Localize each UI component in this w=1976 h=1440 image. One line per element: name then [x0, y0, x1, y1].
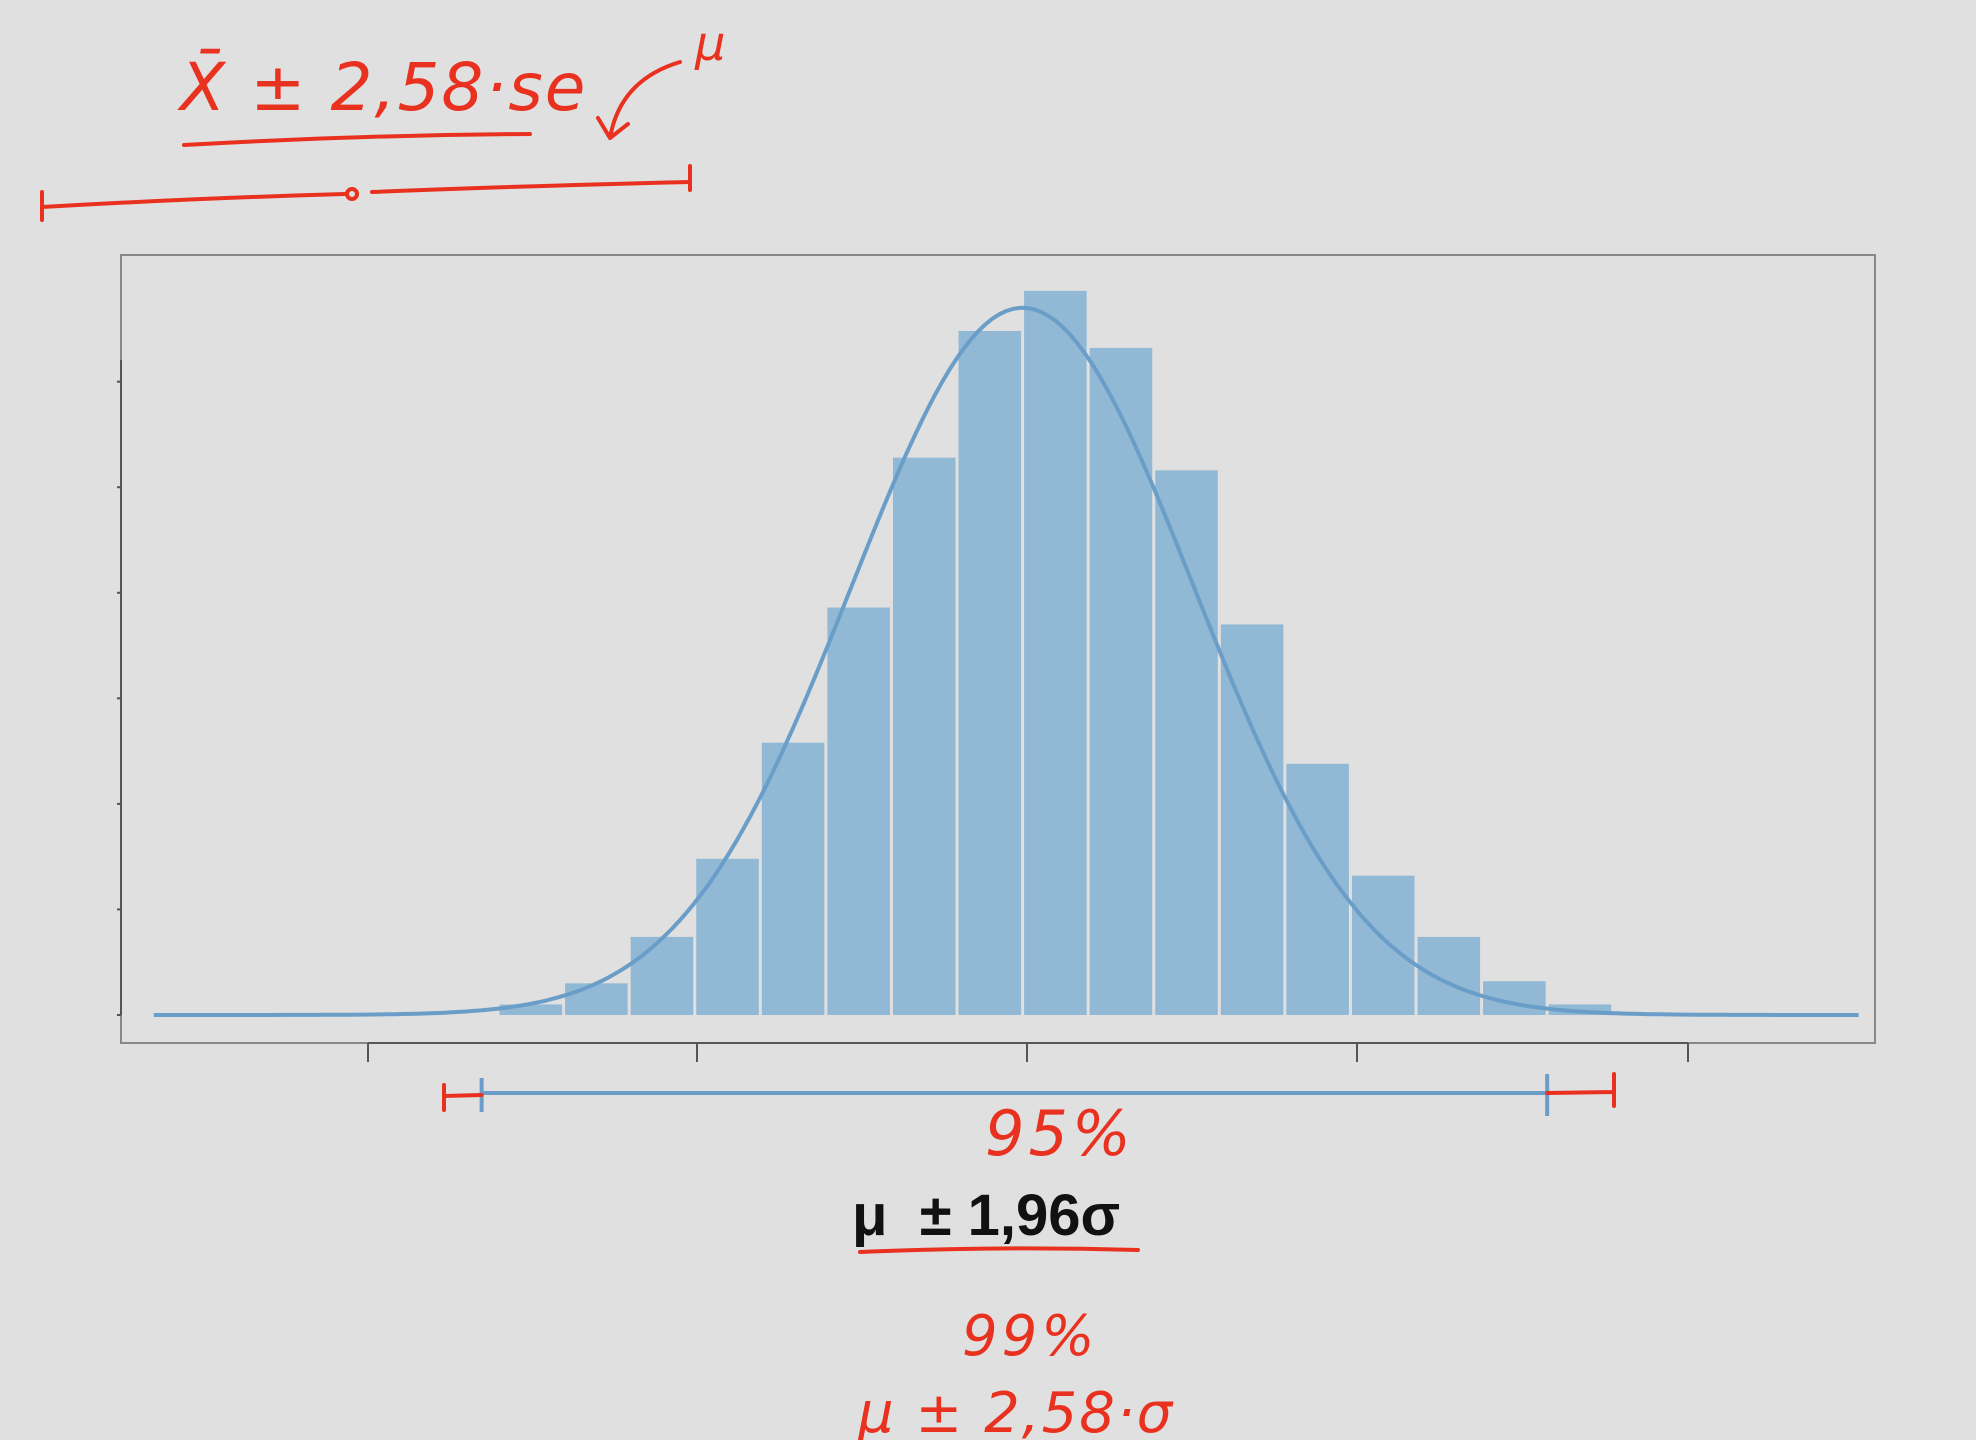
histogram-bar-2 — [565, 983, 628, 1015]
histogram-bar-6 — [827, 607, 890, 1015]
curved-arrow-icon — [596, 60, 682, 140]
sample-interval-sketch — [40, 164, 692, 222]
bottom-formula: μ ± 2,58·σ — [857, 1381, 1174, 1440]
histogram-bar-11 — [1155, 470, 1218, 1015]
histogram-bar-15 — [1417, 936, 1481, 1015]
histogram-bar-10 — [1089, 347, 1153, 1015]
histogram-bar-14 — [1351, 875, 1415, 1015]
main-formula-underline — [858, 1246, 1140, 1254]
histogram-bar-3 — [630, 936, 694, 1015]
pct-95-label: 95% — [985, 1097, 1135, 1170]
histogram-bar-12 — [1220, 624, 1284, 1015]
interval-99-right-extension — [1545, 1072, 1616, 1108]
top-mu-label: μ — [694, 16, 726, 72]
density-curve — [153, 305, 1859, 1017]
interval-bracket — [442, 1072, 1616, 1116]
top-annotation: X̄ ± 2,58·se μ — [40, 16, 726, 222]
histogram-bar-5 — [761, 742, 825, 1015]
interval-99-left-extension — [442, 1083, 484, 1112]
histogram-bars — [499, 290, 1612, 1016]
main-formula: μ ± 1,96σ — [852, 1183, 1120, 1248]
histogram-bar-8 — [958, 331, 1022, 1015]
pct-99-label: 99% — [962, 1304, 1098, 1369]
x-axis-ticks — [367, 1043, 1689, 1062]
top-formula: X̄ ± 2,58·se — [177, 49, 587, 126]
histogram-bar-9 — [1024, 290, 1087, 1015]
histogram-bar-1 — [499, 1004, 563, 1015]
y-axis-ticks — [117, 380, 121, 1016]
histogram-bar-4 — [696, 858, 759, 1015]
top-formula-underline — [182, 132, 532, 147]
histogram-bar-7 — [892, 457, 956, 1016]
